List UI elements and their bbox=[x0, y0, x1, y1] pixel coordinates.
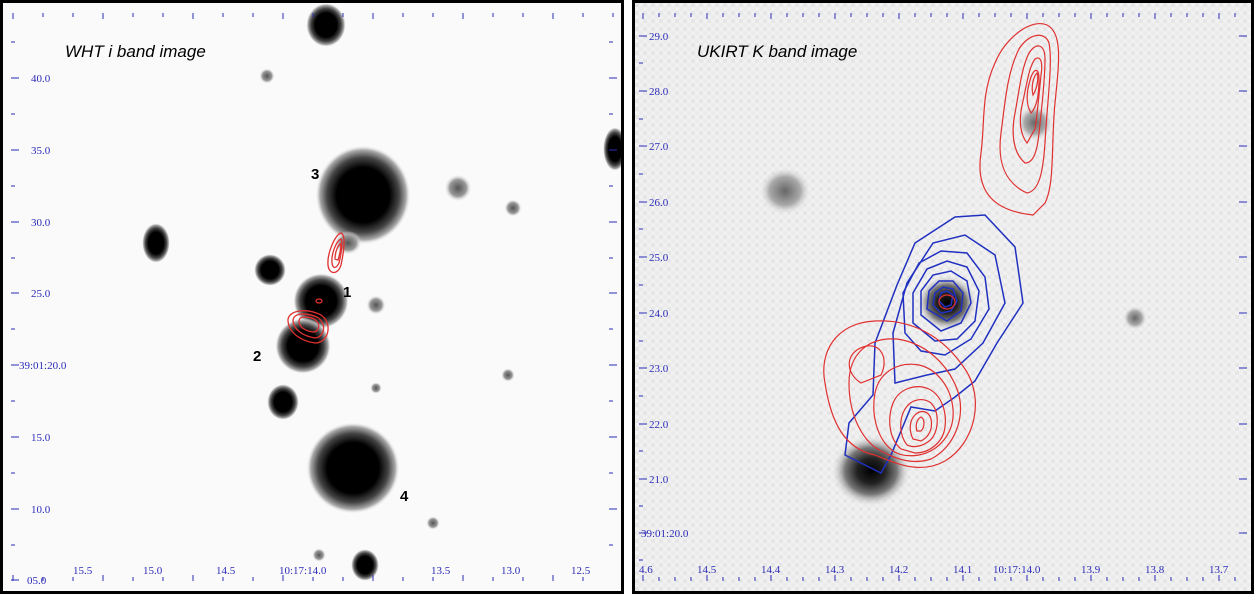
ra-tick-label: 10:17:14.0 bbox=[279, 565, 327, 577]
axis-ticks bbox=[11, 13, 617, 581]
ra-tick-label: 14.5 bbox=[697, 564, 717, 576]
dec-tick-label: 35.0 bbox=[31, 145, 51, 157]
dec-tick-label: 40.0 bbox=[31, 73, 51, 85]
source-label-3: 3 bbox=[311, 166, 319, 183]
ra-tick-label: 13.0 bbox=[501, 565, 521, 577]
wht-image-canvas: WHT i band image 40.0 35.0 30.0 25.0 39:… bbox=[3, 3, 621, 591]
ra-tick-label: 15.0 bbox=[143, 565, 163, 577]
ra-tick-label: 13.8 bbox=[1145, 564, 1165, 576]
sources-layer bbox=[759, 105, 1147, 507]
ra-tick-label: 10:17:14.0 bbox=[993, 564, 1041, 576]
dec-tick-label: 24.0 bbox=[649, 308, 669, 320]
source-label-1: 1 bbox=[343, 284, 351, 301]
dec-tick-label: 23.0 bbox=[649, 363, 669, 375]
source-label-4: 4 bbox=[400, 488, 409, 505]
radio-contours-blue bbox=[844, 214, 1024, 474]
radio-contours-red bbox=[823, 23, 1060, 469]
ra-tick-label: 14.2 bbox=[889, 564, 908, 576]
ra-tick-labels: 15.5 15.0 14.5 10:17:14.0 13.5 13.0 12.5 bbox=[73, 565, 591, 577]
wht-i-band-panel: WHT i band image 40.0 35.0 30.0 25.0 39:… bbox=[0, 0, 624, 594]
sources-layer bbox=[142, 3, 621, 581]
dec-tick-label: 39:01:20.0 bbox=[641, 528, 689, 540]
radio-contours-red bbox=[287, 232, 345, 344]
source-labels: 1 2 3 4 bbox=[253, 166, 409, 505]
ra-tick-label: 14.4 bbox=[761, 564, 781, 576]
ra-tick-label: 12.5 bbox=[571, 565, 591, 577]
dec-tick-label: 15.0 bbox=[31, 432, 51, 444]
source-label-2: 2 bbox=[253, 348, 261, 365]
dec-tick-labels: 29.0 28.0 27.0 26.0 25.0 24.0 23.0 22.0 … bbox=[641, 31, 689, 540]
panel-title: WHT i band image bbox=[65, 42, 206, 61]
ra-tick-label: 14.3 bbox=[825, 564, 845, 576]
dec-tick-label: 25.0 bbox=[649, 252, 669, 264]
dec-tick-label: 27.0 bbox=[649, 141, 669, 153]
dec-tick-label: 22.0 bbox=[649, 419, 669, 431]
dec-tick-label: 26.0 bbox=[649, 197, 669, 209]
dec-tick-label: 28.0 bbox=[649, 86, 669, 98]
ukirt-k-band-panel: UKIRT K band image 29.0 28.0 27.0 26.0 2… bbox=[632, 0, 1254, 594]
dec-tick-label: 05.0 bbox=[27, 575, 47, 587]
ra-tick-label: 13.7 bbox=[1209, 564, 1229, 576]
axis-ticks bbox=[639, 13, 1247, 581]
ra-tick-label: 14.5 bbox=[216, 565, 236, 577]
dec-tick-label: 29.0 bbox=[649, 31, 669, 43]
ra-tick-label: 4.6 bbox=[639, 564, 653, 576]
dec-tick-label: 10.0 bbox=[31, 504, 51, 516]
dec-tick-label: 30.0 bbox=[31, 217, 51, 229]
dec-tick-label: 25.0 bbox=[31, 288, 51, 300]
ra-tick-label: 14.1 bbox=[953, 564, 972, 576]
ukirt-image-canvas: UKIRT K band image 29.0 28.0 27.0 26.0 2… bbox=[635, 3, 1251, 591]
ra-tick-labels: 4.6 14.5 14.4 14.3 14.2 14.1 10:17:14.0 … bbox=[639, 564, 1229, 576]
ra-tick-label: 13.5 bbox=[431, 565, 451, 577]
dec-tick-label: 39:01:20.0 bbox=[19, 360, 67, 372]
dec-tick-label: 21.0 bbox=[649, 474, 669, 486]
panel-title: UKIRT K band image bbox=[697, 42, 857, 61]
dec-tick-labels: 40.0 35.0 30.0 25.0 39:01:20.0 15.0 10.0… bbox=[19, 73, 67, 587]
ra-tick-label: 15.5 bbox=[73, 565, 93, 577]
ra-tick-label: 13.9 bbox=[1081, 564, 1101, 576]
